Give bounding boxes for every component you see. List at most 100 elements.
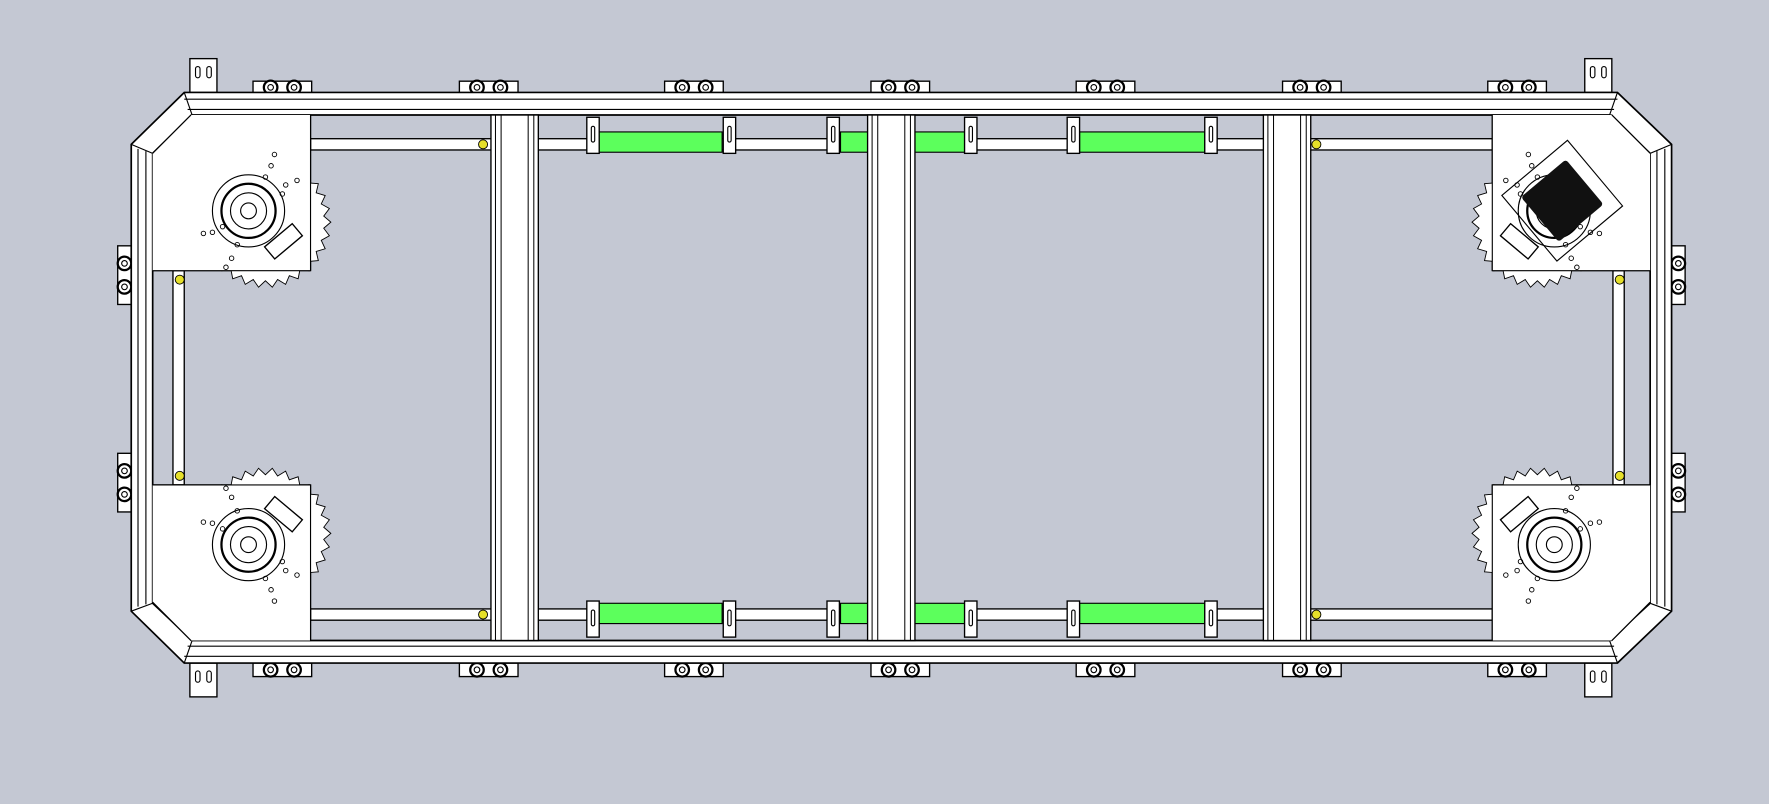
- roller-block: [1670, 245, 1687, 306]
- roller-wheel: [116, 463, 133, 479]
- mounting-hole: [1577, 223, 1583, 230]
- roller-hub: [121, 490, 128, 498]
- fastener: [1614, 274, 1625, 285]
- roller-wheel: [1085, 661, 1102, 678]
- shaft: [240, 536, 257, 554]
- strip-bracket: [826, 600, 841, 638]
- guide-strip: [1079, 602, 1206, 625]
- bracket-plate: [586, 600, 600, 638]
- mounting-hole: [1587, 520, 1594, 526]
- idler-corner-assembly: [151, 467, 332, 642]
- mounting-hole: [1574, 485, 1580, 491]
- mounting-hole: [262, 575, 269, 582]
- plate-edge: [1611, 601, 1651, 641]
- slot-hole: [206, 65, 212, 79]
- roller-hub: [121, 283, 128, 291]
- plate-edge: [152, 601, 192, 641]
- bracket-slot: [968, 609, 974, 627]
- mounting-hole: [1534, 575, 1541, 582]
- roller-housing: [1281, 662, 1342, 678]
- slot-hole: [194, 670, 201, 683]
- roller-wheel: [469, 661, 485, 678]
- mounting-hole: [1503, 177, 1509, 184]
- strip-bracket: [963, 600, 978, 638]
- mounting-tab: [189, 662, 218, 698]
- bracket-plate: [586, 116, 600, 155]
- roller-block: [1075, 661, 1136, 678]
- strip-bracket: [722, 600, 737, 638]
- tab-plate: [189, 662, 218, 698]
- frame-profile-line: [131, 602, 153, 612]
- frame-profile-line: [1649, 602, 1672, 612]
- bracket-slot: [968, 125, 974, 143]
- mounting-hole: [1525, 151, 1532, 158]
- roller-housing: [117, 452, 132, 513]
- bracket-plate: [1066, 600, 1081, 638]
- mounting-hole: [1529, 163, 1535, 169]
- roller-wheel: [1670, 255, 1687, 272]
- roller-hub: [497, 666, 504, 674]
- roller-wheel: [116, 255, 133, 272]
- frame-profile-line: [183, 640, 193, 664]
- mounting-hole: [279, 191, 286, 197]
- roller-housing: [870, 662, 931, 678]
- mounting-tab: [189, 57, 218, 94]
- mounting-hole: [234, 508, 240, 514]
- mounting-hole: [1587, 229, 1594, 235]
- roller-hub: [1320, 666, 1327, 674]
- mounting-hole: [1568, 255, 1574, 261]
- roller-housing: [1075, 662, 1136, 678]
- shaft: [240, 202, 257, 220]
- roller-hub: [1501, 84, 1509, 91]
- roller-hub: [121, 467, 128, 475]
- idler-corner-assembly: [151, 114, 332, 288]
- roller-wheel: [286, 661, 302, 678]
- mounting-tab: [1584, 57, 1613, 94]
- mounting-hole: [200, 230, 207, 237]
- bracket-plate: [1204, 600, 1218, 638]
- plate-edge: [152, 114, 192, 154]
- drive-corner-assembly: [1471, 114, 1651, 288]
- slot-hole: [1589, 65, 1596, 79]
- roller-wheel: [116, 486, 133, 503]
- strip-bracket: [1204, 600, 1218, 638]
- mounting-hole: [283, 182, 289, 188]
- roller-housing: [1670, 452, 1686, 513]
- idler-corner-assembly: [1471, 467, 1651, 642]
- roller-block: [116, 245, 133, 306]
- roller-hub: [267, 666, 275, 674]
- roller-hub: [1674, 283, 1682, 291]
- roller-wheel: [1670, 486, 1687, 503]
- roller-wheel: [1109, 661, 1126, 678]
- mounting-hole: [1517, 558, 1524, 565]
- tab-plate: [189, 57, 218, 94]
- mounting-hole: [1568, 494, 1574, 500]
- roller-wheel: [116, 278, 133, 295]
- roller-block: [116, 452, 133, 513]
- mounting-hole: [1525, 598, 1532, 604]
- mounting-hole: [223, 264, 229, 270]
- strip-bracket: [963, 116, 978, 155]
- bracket-slot: [1208, 609, 1214, 627]
- roller-housing: [458, 662, 519, 678]
- roller-hub: [908, 84, 916, 91]
- bracket-plate: [1066, 116, 1081, 155]
- frame-profile-line: [131, 143, 153, 154]
- bracket-slot: [727, 125, 732, 143]
- roller-hub: [473, 84, 481, 91]
- mounting-hole: [294, 177, 300, 184]
- fastener: [1311, 609, 1322, 620]
- cross-beam: [490, 114, 539, 642]
- strip-bracket: [1204, 116, 1218, 155]
- mounting-hole: [200, 519, 207, 525]
- roller-wheel: [1292, 661, 1309, 678]
- beam-profile: [490, 114, 539, 642]
- fastener: [478, 139, 489, 150]
- roller-housing: [1670, 245, 1686, 306]
- strip-bracket: [722, 116, 737, 155]
- mounting-hole: [271, 151, 278, 158]
- roller-block: [663, 661, 724, 678]
- mounting-hole: [1534, 174, 1541, 180]
- mounting-hole: [1517, 191, 1524, 197]
